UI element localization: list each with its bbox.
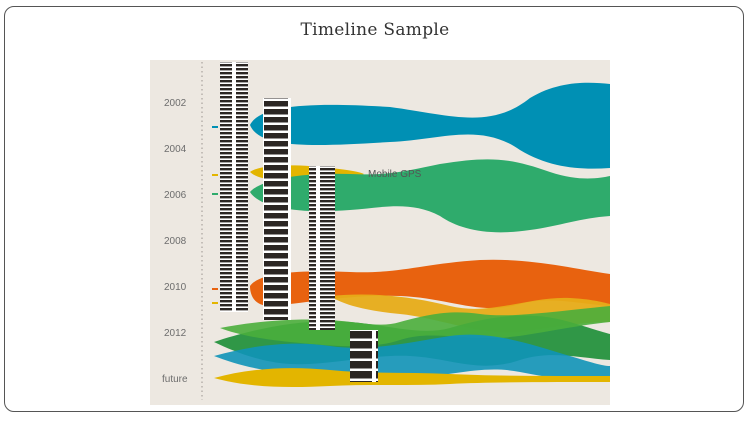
stream-light-green — [220, 306, 610, 347]
year-label-2008: 2008 — [164, 236, 187, 247]
marker-green — [212, 193, 218, 195]
year-label-future: future — [162, 374, 188, 385]
bar-group-4 — [350, 330, 378, 382]
bar-group-2 — [263, 98, 291, 320]
year-label-2002: 2002 — [164, 98, 187, 109]
bar-1-stripes — [220, 62, 248, 312]
bar-2-stripes — [263, 98, 291, 320]
bar-3-stripes — [309, 166, 335, 330]
bar-group-3 — [309, 166, 335, 330]
year-label-2004: 2004 — [164, 144, 187, 155]
timeline-svg: 2002 2004 2006 2008 2010 2012 future — [150, 60, 610, 405]
marker-yellow — [212, 174, 218, 176]
marker-orange — [212, 288, 218, 290]
stream-blue — [250, 82, 610, 169]
marker-blue — [212, 126, 218, 128]
stream-green — [250, 159, 610, 233]
annotation-mobile-gps: Mobile GPS — [368, 169, 422, 180]
timeline-graphic: 2002 2004 2006 2008 2010 2012 future — [150, 60, 610, 405]
page-title: Timeline Sample — [300, 20, 450, 40]
year-label-2006: 2006 — [164, 190, 187, 201]
year-label-2010: 2010 — [164, 282, 187, 293]
bar-4-stripes — [350, 330, 378, 382]
year-label-2012: 2012 — [164, 328, 187, 339]
bar-group-1 — [220, 62, 248, 312]
marker-yellow-2 — [212, 302, 218, 304]
stream-yellow-future — [214, 368, 610, 388]
